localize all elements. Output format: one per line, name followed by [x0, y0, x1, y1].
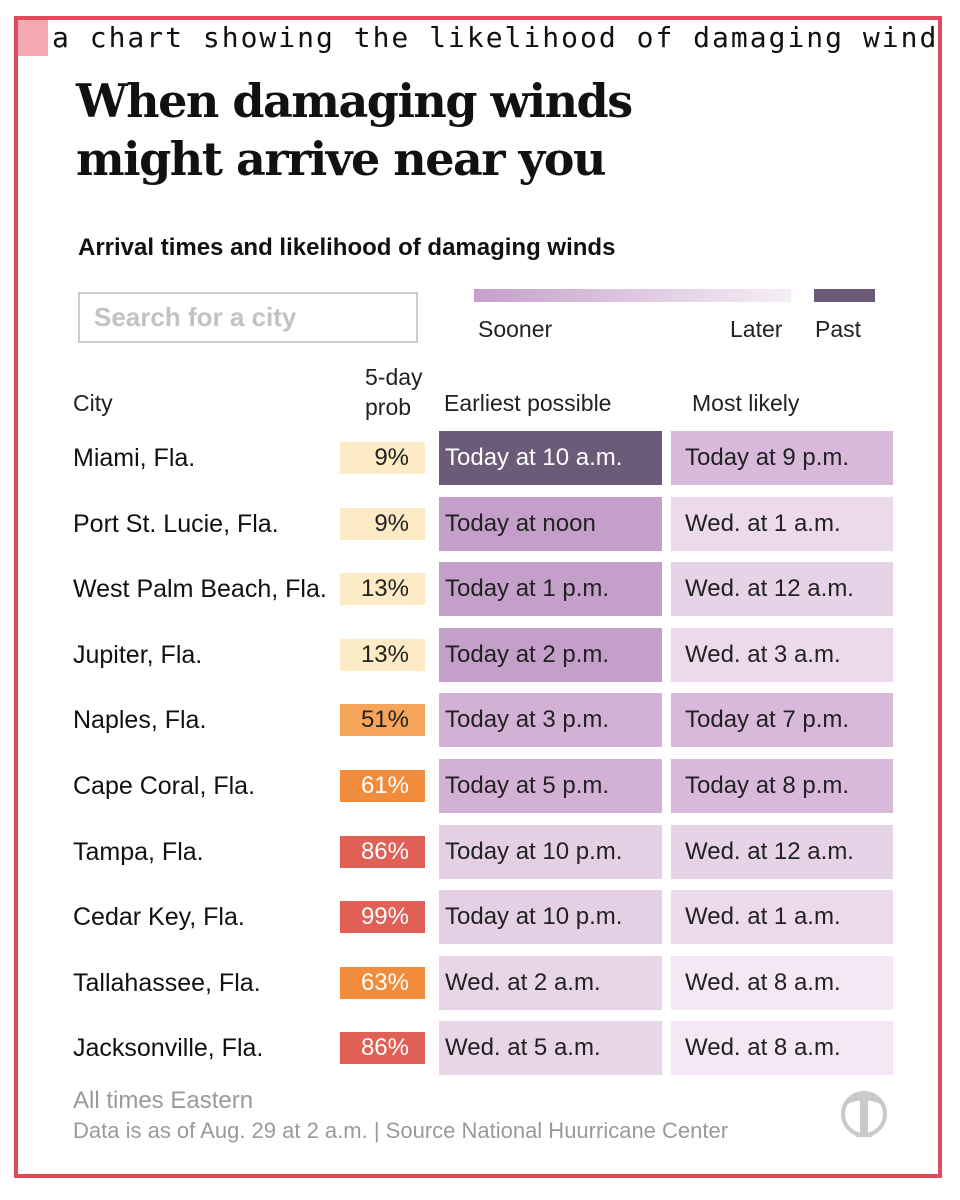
table-row: Port St. Lucie, Fla. 9% Today at noon Wed. …	[0, 496, 960, 551]
nyt-t-logo-icon	[841, 1091, 887, 1137]
column-header-likely: Most likely	[692, 390, 800, 416]
most-likely-cell: Today at 9 p.m.	[671, 431, 893, 485]
table-row: Cedar Key, Fla. 99% Today at 10 p.m. Wed. a…	[0, 890, 960, 945]
image-caption: a chart showing the likelihood of damagi…	[52, 21, 940, 54]
table-row: West Palm Beach, Fla. 13% Today at 1 p.m. W…	[0, 562, 960, 617]
caption-marker	[18, 20, 48, 56]
chart-frame	[14, 16, 942, 1178]
city-name: Jacksonville, Fla.	[73, 1034, 264, 1063]
earliest-possible-cell: Today at 10 p.m.	[439, 890, 662, 945]
probability-badge: 51%	[340, 704, 425, 737]
city-name: Jupiter, Fla.	[73, 640, 203, 669]
earliest-possible-cell: Wed. at 2 a.m.	[439, 955, 662, 1010]
most-likely-cell: Wed. at 12 a.m.	[671, 824, 893, 879]
footer-note: All times Eastern	[73, 1087, 254, 1114]
earliest-possible-cell: Today at noon	[439, 496, 662, 551]
city-name: Miami, Fla.	[73, 444, 196, 472]
earliest-possible-cell: Today at 10 a.m.	[439, 431, 662, 485]
most-likely-cell: Today at 8 p.m.	[671, 759, 893, 813]
probability-badge: 63%	[340, 966, 425, 999]
city-name: Cape Coral, Fla.	[73, 772, 256, 800]
probability-badge: 13%	[340, 638, 425, 671]
table-row: Naples, Fla. 51% Today at 3 p.m. Today at 7…	[0, 693, 960, 748]
column-header-city: City	[73, 390, 113, 416]
most-likely-cell: Wed. at 3 a.m.	[671, 627, 893, 682]
legend-gradient-bar	[474, 289, 791, 302]
city-name: Naples, Fla.	[73, 706, 207, 735]
city-name: Tallahassee, Fla.	[73, 968, 261, 997]
column-header-prob: 5-day prob	[365, 362, 423, 422]
earliest-possible-cell: Today at 5 p.m.	[439, 759, 662, 813]
table-row: Miami, Fla. 9% Today at 10 a.m. Today at 9 …	[0, 431, 960, 485]
probability-badge: 61%	[340, 770, 425, 802]
probability-badge: 13%	[340, 573, 425, 606]
city-search-input[interactable]	[78, 292, 418, 343]
city-name: Cedar Key, Fla.	[73, 903, 245, 932]
most-likely-cell: Wed. at 8 a.m.	[671, 1021, 893, 1076]
city-name: West Palm Beach, Fla.	[73, 575, 327, 604]
earliest-possible-cell: Today at 1 p.m.	[439, 562, 662, 617]
most-likely-cell: Wed. at 1 a.m.	[671, 890, 893, 945]
legend-sooner-label: Sooner	[478, 316, 553, 342]
most-likely-cell: Today at 7 p.m.	[671, 693, 893, 748]
table-row: Jupiter, Fla. 13% Today at 2 p.m. Wed. at 3…	[0, 627, 960, 682]
table-row: Tampa, Fla. 86% Today at 10 p.m. Wed. at 12…	[0, 824, 960, 879]
table-row: Jacksonville, Fla. 86% Wed. at 5 a.m. Wed. …	[0, 1021, 960, 1076]
probability-badge: 86%	[340, 835, 425, 868]
legend-past-label: Past	[815, 316, 862, 342]
earliest-possible-cell: Today at 3 p.m.	[439, 693, 662, 748]
probability-badge: 99%	[340, 901, 425, 934]
chart-title: When damaging winds might arrive near yo…	[76, 74, 633, 186]
probability-badge: 9%	[340, 507, 425, 540]
chart-subtitle: Arrival times and likelihood of damaging…	[78, 234, 616, 261]
city-name: Tampa, Fla.	[73, 837, 204, 866]
footer-source: Data is as of Aug. 29 at 2 a.m. | Source…	[73, 1118, 729, 1143]
table-row: Tallahassee, Fla. 63% Wed. at 2 a.m. Wed. a…	[0, 955, 960, 1010]
most-likely-cell: Wed. at 12 a.m.	[671, 562, 893, 617]
column-header-prob-line1: 5-day	[365, 364, 423, 390]
probability-badge: 86%	[340, 1032, 425, 1065]
earliest-possible-cell: Today at 10 p.m.	[439, 824, 662, 879]
column-header-earliest: Earliest possible	[444, 390, 612, 416]
column-header-prob-line2: prob	[365, 394, 412, 420]
probability-badge: 9%	[340, 442, 425, 474]
most-likely-cell: Wed. at 1 a.m.	[671, 496, 893, 551]
legend-later-label: Later	[730, 316, 783, 342]
table-row: Cape Coral, Fla. 61% Today at 5 p.m. Today …	[0, 759, 960, 813]
earliest-possible-cell: Today at 2 p.m.	[439, 627, 662, 682]
city-name: Port St. Lucie, Fla.	[73, 509, 279, 538]
most-likely-cell: Wed. at 8 a.m.	[671, 955, 893, 1010]
legend-past-swatch	[814, 289, 875, 302]
earliest-possible-cell: Wed. at 5 a.m.	[439, 1021, 662, 1076]
